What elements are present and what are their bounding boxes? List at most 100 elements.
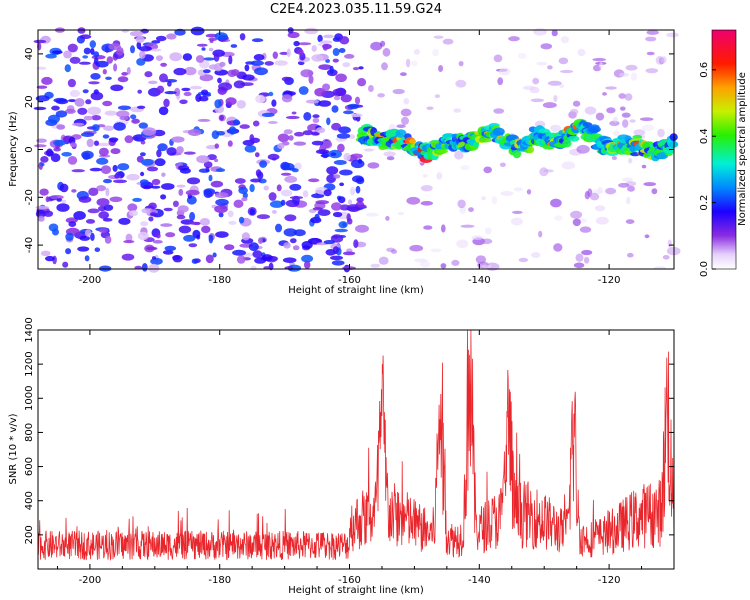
- heatmap-cell: [109, 138, 118, 143]
- heatmap-cell: [304, 27, 319, 35]
- heatmap-cell: [357, 158, 363, 164]
- heatmap-cell: [98, 211, 110, 219]
- heatmap-cell: [137, 231, 149, 241]
- y-tick-label: 1400: [24, 317, 35, 342]
- heatmap-cell: [146, 166, 159, 172]
- heatmap-cell: [165, 232, 176, 238]
- heatmap-cell: [288, 135, 294, 141]
- heatmap-cell: [77, 246, 90, 252]
- heatmap-cell: [326, 166, 339, 175]
- heatmap-cell: [203, 161, 213, 169]
- heatmap-cell: [40, 156, 49, 163]
- heatmap-cell: [250, 265, 257, 271]
- heatmap-cell: [121, 253, 135, 261]
- x-tick-label: -180: [208, 575, 231, 586]
- heatmap-cell: [263, 185, 269, 191]
- heatmap-cell: [199, 218, 210, 226]
- heatmap-cell: [40, 162, 45, 167]
- y-tick-label: 40: [24, 48, 35, 61]
- heatmap-cell: [311, 193, 325, 199]
- heatmap-cell: [301, 241, 313, 249]
- heatmap-cell: [630, 72, 638, 81]
- heatmap-cell: [436, 172, 443, 180]
- heatmap-cell: [81, 150, 94, 160]
- y-tick-label: 800: [24, 423, 35, 442]
- heatmap-cell: [208, 174, 213, 182]
- heatmap-cell: [420, 260, 430, 268]
- heatmap-cell: [629, 145, 636, 152]
- heatmap-cell: [662, 254, 670, 260]
- heatmap-cell: [330, 152, 337, 156]
- heatmap-cell: [350, 159, 365, 169]
- heatmap-cell: [347, 199, 353, 205]
- heatmap-cell: [215, 168, 226, 173]
- heatmap-cell: [587, 125, 601, 133]
- heatmap-cell: [497, 77, 504, 86]
- heatmap-cell: [286, 48, 291, 57]
- heatmap-cell: [177, 205, 189, 213]
- heatmap-cell: [272, 210, 277, 214]
- heatmap-cell: [218, 82, 233, 91]
- heatmap-cell: [301, 254, 314, 263]
- heatmap-cell: [330, 255, 343, 261]
- heatmap-cell: [79, 34, 92, 39]
- heatmap-cell: [352, 175, 364, 183]
- heatmap-cell: [343, 152, 351, 161]
- heatmap-cell: [100, 165, 112, 175]
- heatmap-cell: [281, 162, 295, 171]
- heatmap-cell: [241, 232, 250, 241]
- heatmap-cell: [280, 172, 292, 176]
- heatmap-cell: [182, 53, 193, 61]
- heatmap-cell: [117, 105, 132, 111]
- heatmap-cell: [149, 212, 158, 217]
- heatmap-cell: [281, 76, 291, 82]
- heatmap-cell: [103, 125, 115, 131]
- heatmap-cell: [144, 71, 153, 78]
- heatmap-cell: [333, 174, 341, 179]
- heatmap-cell: [441, 224, 446, 233]
- heatmap-cell: [277, 143, 285, 150]
- heatmap-cell: [332, 58, 339, 63]
- heatmap-cell: [530, 98, 545, 103]
- heatmap-cell: [117, 163, 130, 171]
- heatmap-cell: [269, 200, 284, 208]
- heatmap-cell: [36, 138, 47, 143]
- heatmap-cell: [151, 40, 161, 44]
- heatmap-cell: [67, 43, 78, 53]
- heatmap-cell: [238, 216, 245, 224]
- heatmap-cell: [63, 50, 72, 59]
- heatmap-cell: [613, 116, 618, 123]
- heatmap-cell: [90, 232, 95, 241]
- colorbar-tick-label: 0.6: [699, 62, 710, 78]
- heatmap-cell: [118, 217, 131, 225]
- heatmap-cell: [311, 45, 317, 52]
- heatmap-cell: [113, 63, 118, 72]
- heatmap-cell: [338, 48, 346, 53]
- y-tick-label: 600: [24, 457, 35, 476]
- heatmap-cell: [166, 33, 177, 40]
- heatmap-cell: [576, 144, 590, 154]
- heatmap-cell: [252, 120, 260, 127]
- heatmap-cell: [595, 216, 609, 225]
- heatmap-cell: [59, 183, 69, 193]
- heatmap-cell: [275, 223, 282, 233]
- heatmap-cell: [49, 195, 64, 200]
- heatmap-cell: [271, 99, 277, 107]
- heatmap-cell: [150, 257, 163, 265]
- heatmap-cell: [90, 73, 101, 80]
- heatmap-cell: [291, 111, 297, 115]
- heatmap-cell: [627, 185, 635, 192]
- heatmap-cell: [105, 76, 112, 81]
- y-tick-label: 200: [24, 525, 35, 544]
- heatmap-cell: [347, 103, 360, 110]
- heatmap-cell: [455, 79, 467, 88]
- heatmap-cell: [201, 47, 206, 51]
- y-tick-label: 0: [24, 146, 35, 152]
- heatmap-cell: [185, 189, 200, 196]
- heatmap-cell: [338, 126, 351, 134]
- heatmap-cell: [160, 194, 167, 200]
- heatmap-cell: [420, 201, 433, 206]
- heatmap-cell: [332, 88, 346, 96]
- heatmap-cell: [213, 53, 220, 62]
- heatmap-cell: [333, 96, 341, 101]
